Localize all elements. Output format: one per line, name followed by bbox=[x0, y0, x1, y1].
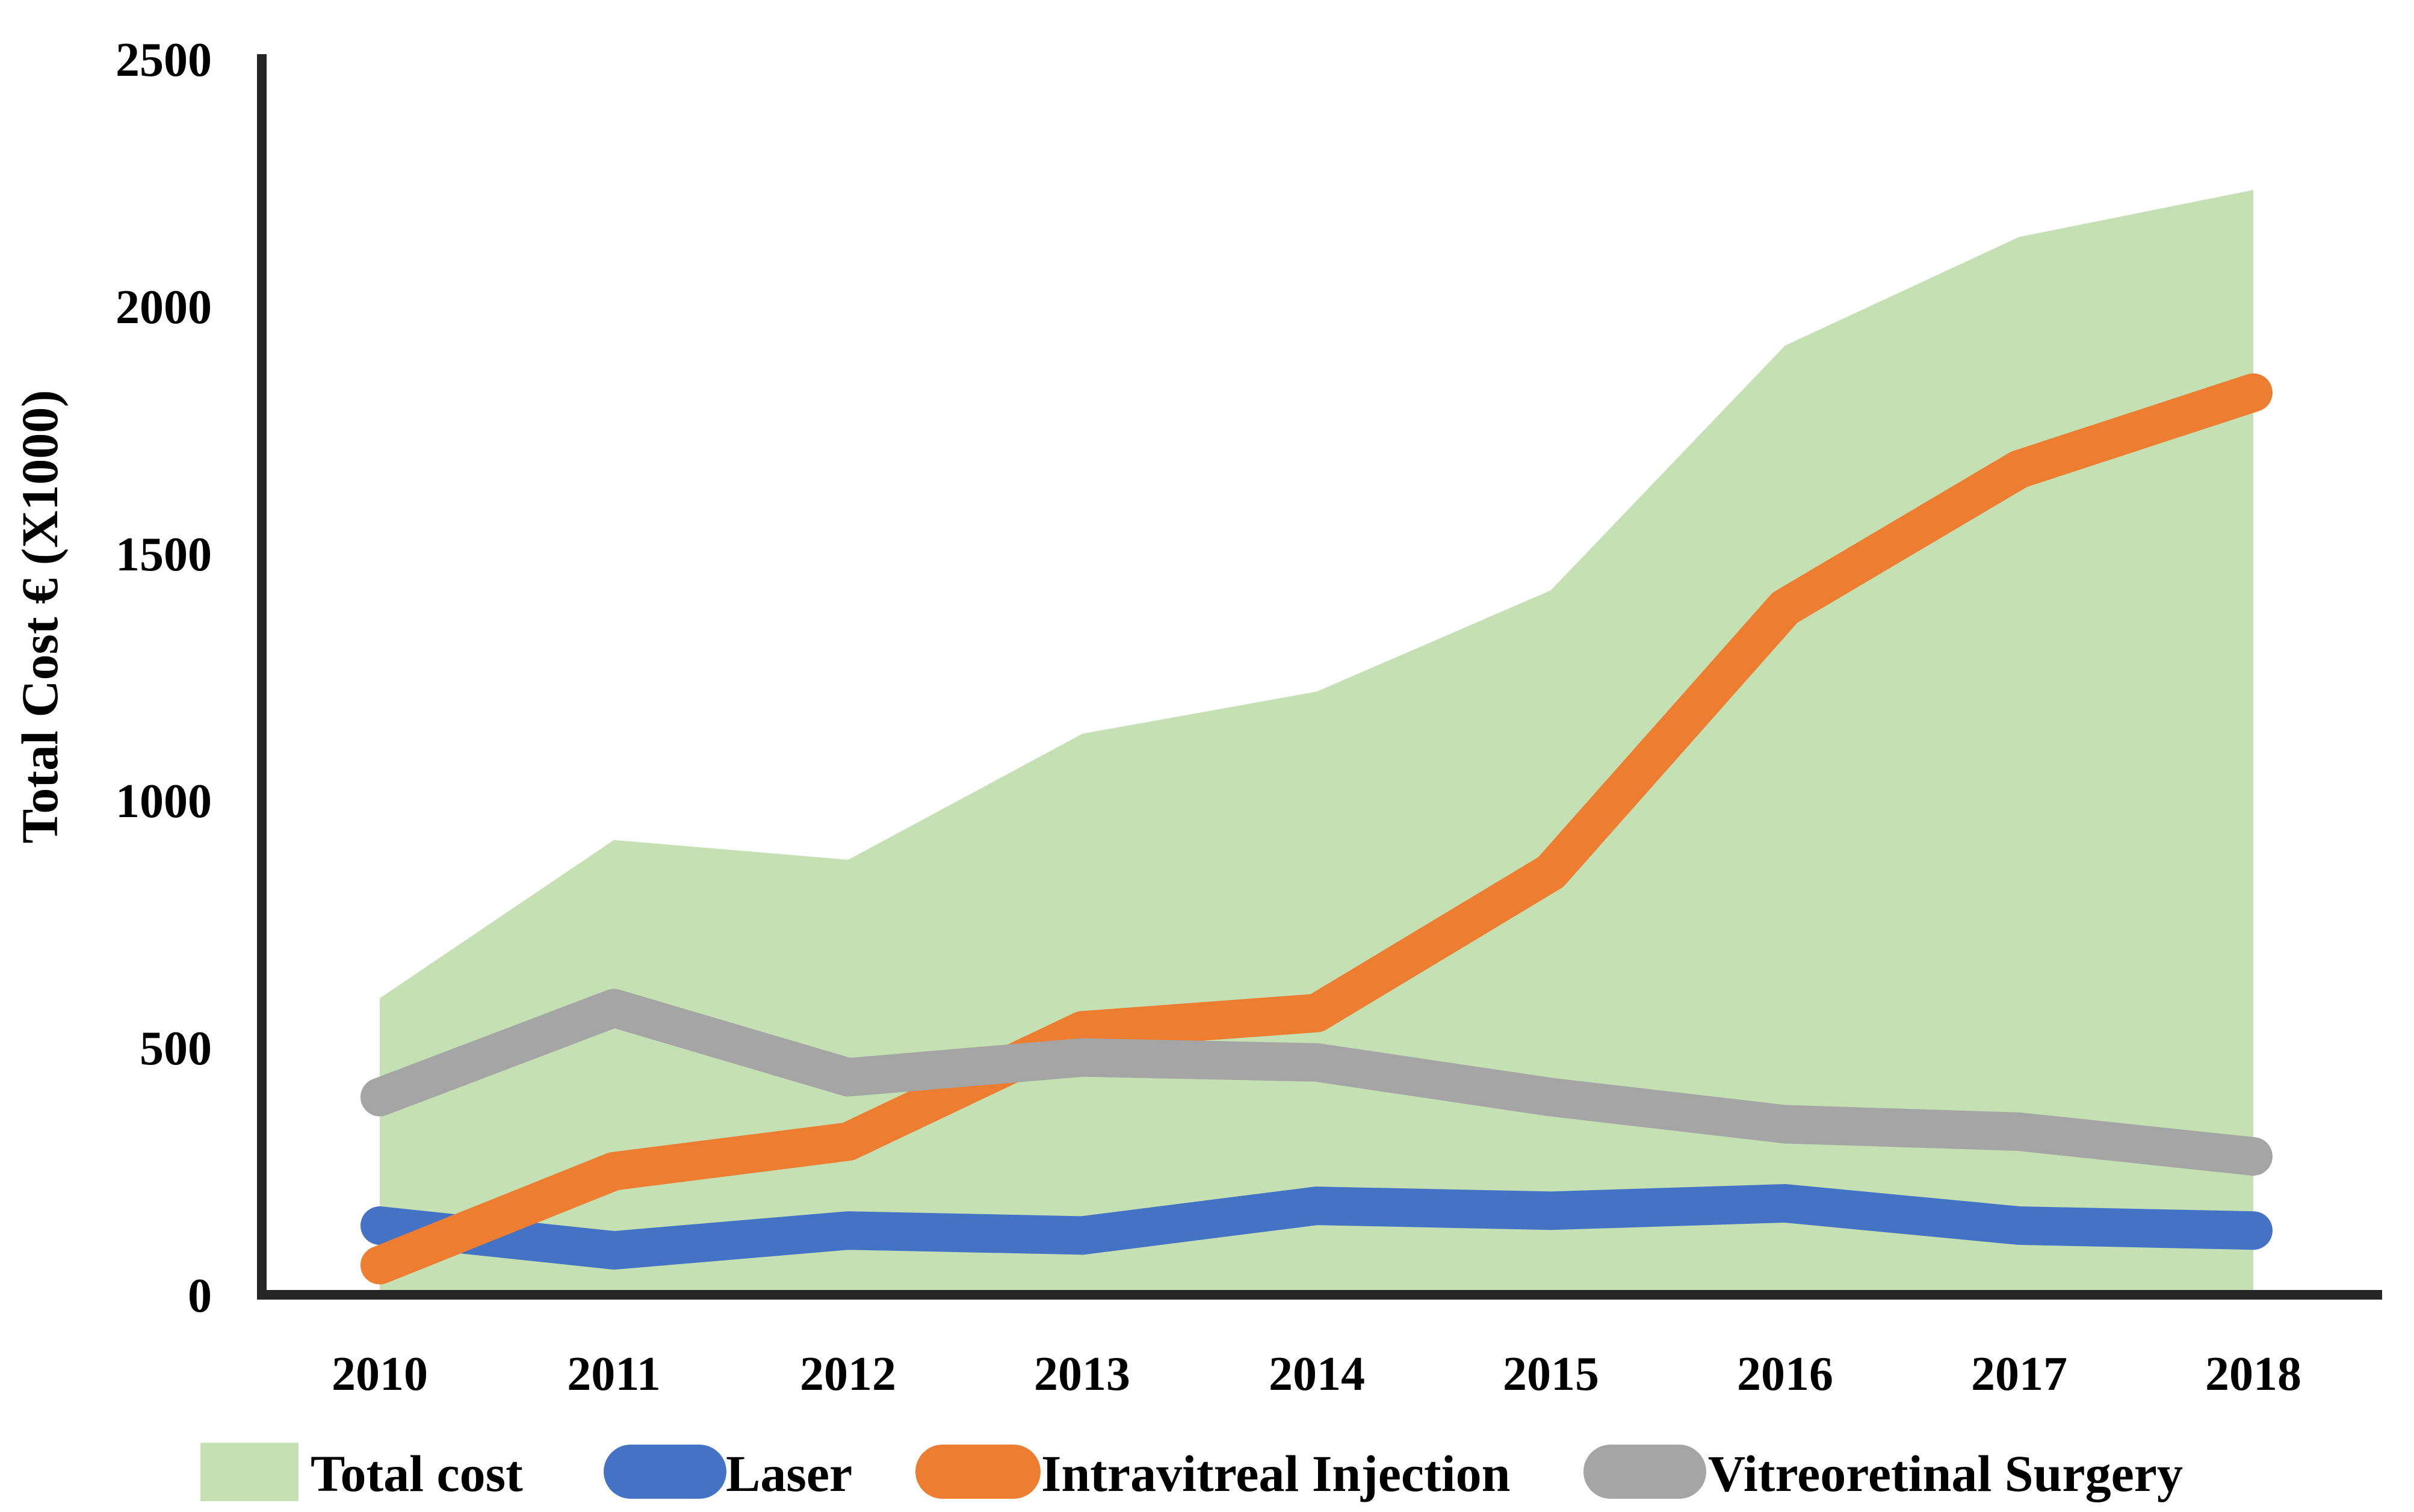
total-cost-swatch bbox=[200, 1443, 299, 1501]
x-tick-2018: 2018 bbox=[2205, 1348, 2301, 1401]
y-tick-labels: 0 500 1000 1500 2000 2500 bbox=[116, 34, 212, 1322]
vitreoretinal-surgery-line bbox=[361, 989, 2273, 1176]
legend-label-laser: Laser bbox=[726, 1445, 852, 1502]
x-tick-2011: 2011 bbox=[567, 1348, 661, 1401]
x-tick-2017: 2017 bbox=[1971, 1348, 2067, 1401]
plot-area bbox=[361, 190, 2273, 1295]
laser-line bbox=[361, 1184, 2273, 1270]
axes bbox=[257, 54, 2382, 1300]
legend: Total cost Laser Intravitreal Injection … bbox=[200, 1443, 2183, 1502]
y-tick-0: 0 bbox=[188, 1270, 212, 1322]
x-tick-2013: 2013 bbox=[1034, 1348, 1130, 1401]
legend-label-intravitreal-injection: Intravitreal Injection bbox=[1041, 1445, 1510, 1502]
total-cost-area bbox=[380, 190, 2253, 1295]
y-tick-1500: 1500 bbox=[116, 528, 212, 581]
y-axis-title: Total Cost € (X1000) bbox=[11, 390, 69, 844]
y-tick-500: 500 bbox=[140, 1022, 212, 1075]
intravitreal-injection-line bbox=[361, 373, 2273, 1285]
y-tick-2500: 2500 bbox=[116, 34, 212, 87]
legend-label-total-cost: Total cost bbox=[311, 1445, 523, 1502]
x-tick-2016: 2016 bbox=[1737, 1348, 1833, 1401]
x-tick-2015: 2015 bbox=[1503, 1348, 1599, 1401]
x-tick-2012: 2012 bbox=[800, 1348, 896, 1401]
x-tick-2014: 2014 bbox=[1269, 1348, 1365, 1401]
x-tick-2010: 2010 bbox=[332, 1348, 428, 1401]
x-tick-labels: 2010 2011 2012 2013 2014 2015 2016 2017 … bbox=[332, 1348, 2301, 1401]
legend-label-vitreoretinal-surgery: Vitreoretinal Surgery bbox=[1708, 1445, 2183, 1502]
y-tick-1000: 1000 bbox=[116, 775, 212, 828]
y-tick-2000: 2000 bbox=[116, 281, 212, 334]
